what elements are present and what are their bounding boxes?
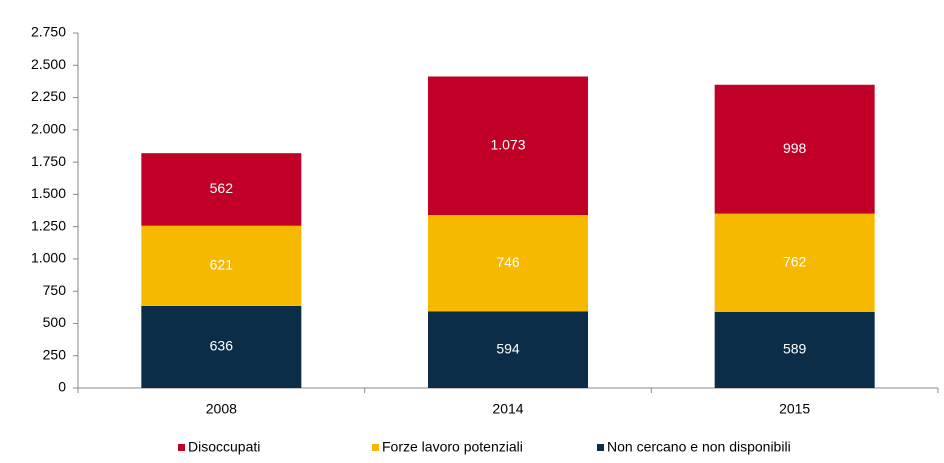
x-tick-label: 2014 xyxy=(492,401,523,417)
y-tick-label: 1.750 xyxy=(31,153,66,169)
data-label: 562 xyxy=(210,180,234,196)
bar-segment xyxy=(714,84,875,214)
y-tick-label: 250 xyxy=(43,346,67,362)
y-tick-label: 1.250 xyxy=(31,217,66,233)
bar-segment xyxy=(141,305,302,388)
legend-label: Disoccupati xyxy=(188,439,260,455)
bar-segment xyxy=(428,311,588,388)
legend-swatch xyxy=(178,444,185,451)
x-tick-label: 2008 xyxy=(206,401,237,417)
data-label: 621 xyxy=(210,257,234,273)
y-tick-label: 0 xyxy=(58,379,66,395)
data-label: 589 xyxy=(783,341,807,357)
bar-segment xyxy=(428,215,588,312)
y-tick-label: 2.250 xyxy=(31,88,66,104)
legend-label: Forze lavoro potenziali xyxy=(382,439,523,455)
y-tick-label: 2.750 xyxy=(31,24,66,40)
data-label: 594 xyxy=(496,340,520,356)
data-label: 636 xyxy=(210,338,234,354)
y-tick-label: 1.000 xyxy=(31,250,66,266)
y-tick-label: 2.000 xyxy=(31,121,66,137)
y-tick-label: 2.500 xyxy=(31,56,66,72)
legend-swatch xyxy=(372,444,379,451)
bar-segment xyxy=(428,76,588,216)
data-label: 1.073 xyxy=(490,136,525,152)
data-label: 998 xyxy=(783,140,807,156)
bar-segment xyxy=(141,225,302,306)
bar-segment xyxy=(714,311,875,388)
y-tick-label: 1.500 xyxy=(31,185,66,201)
legend-swatch xyxy=(597,444,604,451)
y-tick-label: 750 xyxy=(43,282,67,298)
bar-segment xyxy=(141,153,302,226)
data-label: 746 xyxy=(496,254,520,270)
y-tick-label: 500 xyxy=(43,314,67,330)
x-tick-label: 2015 xyxy=(779,401,810,417)
bar-segment xyxy=(714,213,875,312)
legend-label: Non cercano e non disponibili xyxy=(607,439,791,455)
data-label: 762 xyxy=(783,253,807,269)
